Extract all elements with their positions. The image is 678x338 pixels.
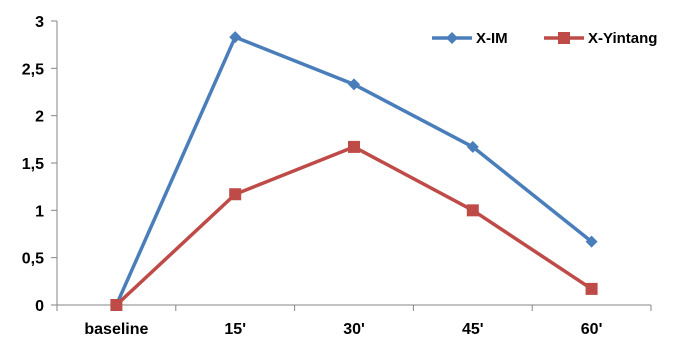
data-point bbox=[229, 188, 242, 201]
plot-area bbox=[110, 31, 598, 311]
legend-marker bbox=[558, 32, 570, 44]
y-tick-label: 1 bbox=[35, 203, 44, 220]
data-point bbox=[585, 235, 598, 248]
data-point bbox=[348, 140, 360, 153]
legend-marker bbox=[446, 32, 458, 44]
x-axis-tick-labels: baseline 15' 30' 45' 60' bbox=[84, 321, 602, 338]
legend-label: X-IM bbox=[476, 30, 508, 47]
series-line bbox=[115, 145, 593, 307]
x-tick-label: 15' bbox=[224, 321, 246, 338]
x-tick-label: 30' bbox=[343, 321, 365, 338]
y-tick-label: 1,5 bbox=[22, 156, 44, 173]
legend: X-IM X-Yintang bbox=[432, 30, 657, 47]
y-tick-label: 2,5 bbox=[22, 61, 44, 78]
x-tick-label: 45' bbox=[462, 321, 484, 338]
data-point bbox=[348, 78, 360, 91]
x-tick-label: 60' bbox=[581, 321, 603, 338]
series-x-im bbox=[110, 31, 598, 311]
y-tick-label: 2 bbox=[35, 109, 44, 126]
series-line bbox=[114, 35, 593, 306]
y-tick-label: 0,5 bbox=[22, 251, 44, 268]
data-point bbox=[466, 204, 479, 217]
axes bbox=[51, 20, 652, 311]
legend-item: X-Yintang bbox=[544, 30, 657, 47]
data-point bbox=[585, 282, 598, 295]
legend-item: X-IM bbox=[432, 30, 508, 47]
data-point bbox=[229, 31, 242, 44]
x-tick-label: baseline bbox=[84, 321, 148, 338]
y-axis-tick-labels: 0 0,5 1 1,5 2 2,5 3 bbox=[22, 14, 44, 315]
y-tick-label: 0 bbox=[35, 298, 44, 315]
data-point bbox=[466, 140, 479, 153]
series-x-yintang bbox=[110, 140, 598, 311]
y-tick-label: 3 bbox=[35, 14, 44, 31]
data-point bbox=[110, 299, 123, 311]
legend-label: X-Yintang bbox=[588, 30, 657, 47]
